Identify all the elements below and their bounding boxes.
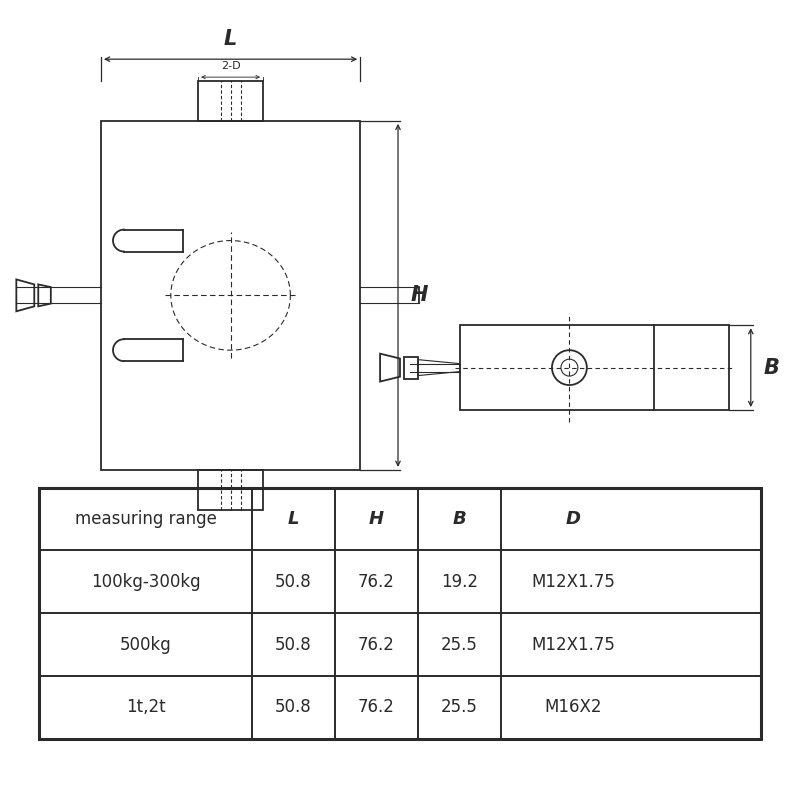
Text: 500kg: 500kg (120, 636, 171, 654)
Text: M12X1.75: M12X1.75 (531, 573, 615, 591)
Bar (198, 470, 263, 510)
Bar (101, 121, 360, 470)
Bar (198, 81, 263, 121)
Bar (460, 326, 729, 410)
Text: 50.8: 50.8 (275, 636, 312, 654)
Text: L: L (224, 30, 238, 50)
Text: 50.8: 50.8 (275, 573, 312, 591)
Text: measuring range: measuring range (74, 510, 217, 528)
Text: 76.2: 76.2 (358, 698, 395, 717)
Text: 2-D: 2-D (221, 61, 241, 71)
Text: 50.8: 50.8 (275, 698, 312, 717)
Text: B: B (764, 358, 780, 378)
Text: 25.5: 25.5 (441, 636, 478, 654)
Text: 100kg-300kg: 100kg-300kg (91, 573, 201, 591)
Text: 25.5: 25.5 (441, 698, 478, 717)
Text: 19.2: 19.2 (441, 573, 478, 591)
Bar (39, 488, 761, 739)
Text: B: B (453, 510, 466, 528)
Text: M12X1.75: M12X1.75 (531, 636, 615, 654)
Text: 1t,2t: 1t,2t (126, 698, 166, 717)
Text: L: L (288, 510, 299, 528)
Text: 76.2: 76.2 (358, 636, 395, 654)
Text: D: D (566, 510, 581, 528)
Text: 76.2: 76.2 (358, 573, 395, 591)
Bar (404, 357, 418, 378)
Text: H: H (411, 286, 429, 306)
Text: M16X2: M16X2 (545, 698, 602, 717)
Text: H: H (369, 510, 384, 528)
